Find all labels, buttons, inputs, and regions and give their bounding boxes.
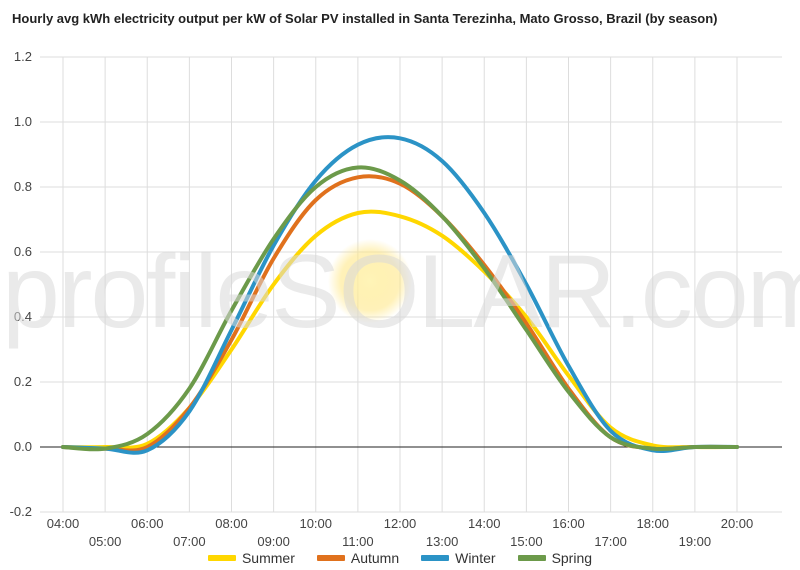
y-tick-label: 0.2 xyxy=(14,374,32,389)
legend-item-autumn[interactable]: Autumn xyxy=(316,549,400,567)
legend-label: Autumn xyxy=(350,550,400,566)
series-line-winter xyxy=(61,135,739,455)
x-tick-label: 13:00 xyxy=(426,534,459,549)
legend-label: Spring xyxy=(551,550,593,566)
x-tick-label: 05:00 xyxy=(89,534,122,549)
x-tick-label: 08:00 xyxy=(215,516,248,531)
y-tick-label: 0.8 xyxy=(14,179,32,194)
x-tick-label: 19:00 xyxy=(679,534,712,549)
legend-label: Summer xyxy=(241,550,295,566)
legend: Summer Autumn Winter Spring xyxy=(0,549,800,567)
x-tick-label: 12:00 xyxy=(384,516,417,531)
x-tick-label: 17:00 xyxy=(594,534,627,549)
y-tick-label: -0.2 xyxy=(10,504,32,519)
legend-item-spring[interactable]: Spring xyxy=(517,549,593,567)
chart-title: Hourly avg kWh electricity output per kW… xyxy=(12,11,718,26)
legend-item-winter[interactable]: Winter xyxy=(421,549,496,567)
x-tick-label: 04:00 xyxy=(47,516,80,531)
legend-swatch xyxy=(207,555,236,561)
x-tick-label: 10:00 xyxy=(299,516,332,531)
x-tick-label: 20:00 xyxy=(721,516,754,531)
y-tick-label: 1.2 xyxy=(14,49,32,64)
x-tick-label: 07:00 xyxy=(173,534,206,549)
legend-label: Winter xyxy=(455,550,496,566)
x-tick-label: 16:00 xyxy=(552,516,585,531)
x-tick-label: 11:00 xyxy=(342,534,374,549)
x-tick-label: 15:00 xyxy=(510,534,543,549)
watermark-sun-icon xyxy=(328,239,412,323)
series-line-spring xyxy=(61,165,739,452)
y-tick-label: 0.4 xyxy=(14,309,32,324)
x-tick-label: 14:00 xyxy=(468,516,501,531)
legend-swatch xyxy=(421,555,450,561)
legend-swatch xyxy=(517,555,546,561)
y-tick-label: 0.0 xyxy=(14,439,32,454)
x-tick-label: 18:00 xyxy=(636,516,669,531)
legend-item-summer[interactable]: Summer xyxy=(207,549,295,567)
x-tick-label: 09:00 xyxy=(257,534,290,549)
y-tick-label: 0.6 xyxy=(14,244,32,259)
legend-swatch xyxy=(316,555,345,561)
y-tick-label: 1.0 xyxy=(14,114,32,129)
x-tick-label: 06:00 xyxy=(131,516,164,531)
